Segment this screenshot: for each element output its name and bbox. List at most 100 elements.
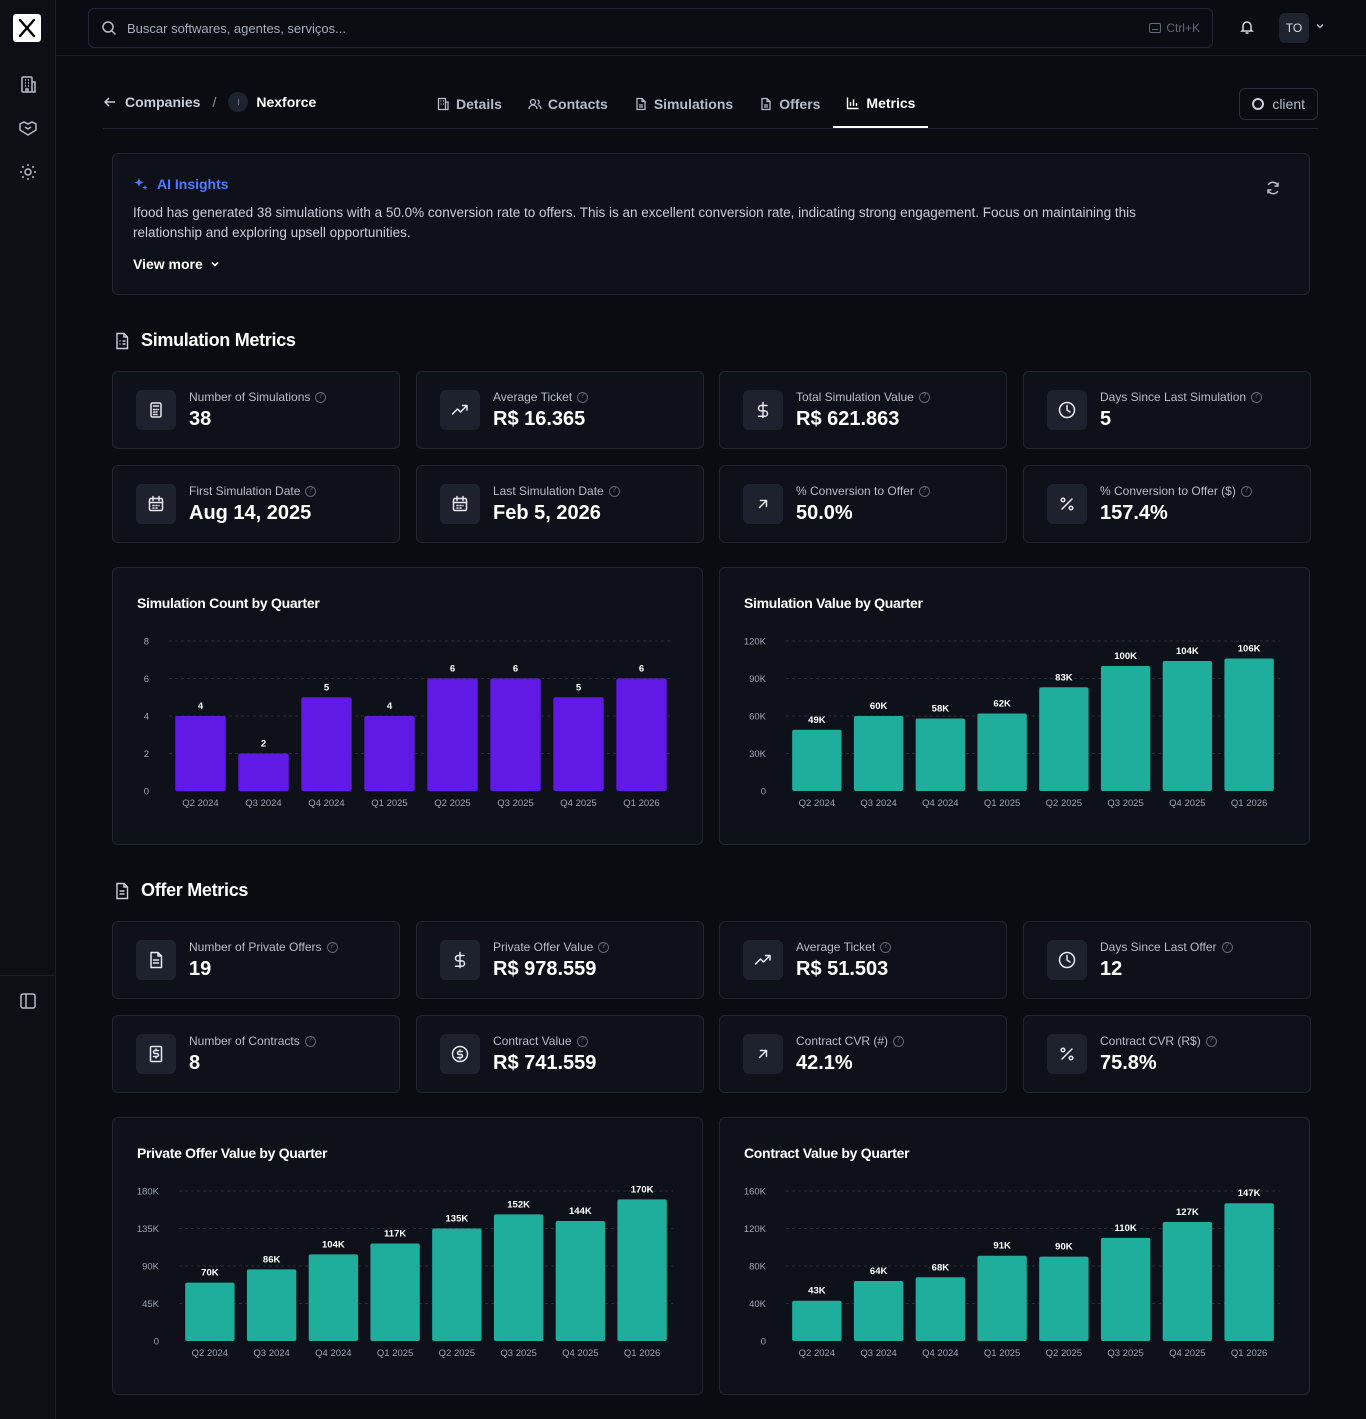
help-icon[interactable]	[305, 485, 317, 497]
tab-details[interactable]: Details	[423, 80, 515, 128]
chart-title: Contract Value by Quarter	[744, 1145, 910, 1161]
chart-bar[interactable]	[1039, 1256, 1089, 1341]
client-status-button[interactable]: client	[1239, 88, 1318, 120]
chart-bar[interactable]	[915, 1277, 966, 1341]
tab-offers[interactable]: Offers	[746, 80, 833, 128]
x-tick-label: Q4 2025	[1169, 798, 1205, 809]
arrow-up-right-icon	[743, 1034, 783, 1074]
chart-bar[interactable]	[792, 729, 842, 791]
chart-bar[interactable]	[493, 1214, 544, 1341]
help-icon[interactable]	[893, 1035, 905, 1047]
metric-card: % Conversion to Offer ($) 157.4%	[1023, 465, 1311, 543]
help-icon[interactable]	[598, 941, 610, 953]
user-avatar[interactable]: TO	[1279, 13, 1309, 43]
building-icon[interactable]	[17, 73, 39, 95]
panel-toggle-icon[interactable]	[17, 990, 39, 1012]
chart-bar[interactable]	[977, 713, 1027, 792]
bar-chart: 0 45K 90K 135K 180K 70K Q2 2024 86K Q3 2024 104K Q…	[137, 1184, 673, 1359]
bar-data-label: 5	[324, 682, 330, 693]
chart-bar[interactable]	[301, 697, 352, 791]
y-tick-label: 45K	[142, 1299, 160, 1310]
metric-label-row: % Conversion to Offer ($)	[1100, 484, 1252, 498]
chart-bar[interactable]	[490, 678, 541, 792]
help-icon[interactable]	[918, 485, 930, 497]
chart-bar[interactable]	[977, 1255, 1027, 1341]
help-icon[interactable]	[576, 1035, 588, 1047]
chart-bar[interactable]	[246, 1269, 297, 1341]
chart-bar[interactable]	[427, 678, 478, 792]
help-icon[interactable]	[608, 485, 620, 497]
view-more-label: View more	[133, 256, 203, 272]
tab-contacts[interactable]: Contacts	[515, 80, 621, 128]
view-more-button[interactable]: View more	[133, 256, 221, 272]
chart-bar[interactable]	[1224, 658, 1274, 792]
x-tick-label: Q1 2025	[984, 798, 1020, 809]
chart-bar[interactable]	[1100, 1237, 1151, 1341]
chart-bar[interactable]	[1100, 666, 1151, 791]
search-placeholder: Buscar softwares, agentes, serviços...	[127, 20, 346, 36]
chart-bar[interactable]	[364, 716, 415, 791]
offer-metrics-title: Offer Metrics	[113, 880, 248, 901]
chart-bar[interactable]	[238, 753, 289, 792]
notification-bell-icon[interactable]	[1236, 16, 1258, 38]
chart-bar[interactable]	[553, 697, 604, 791]
chart-bar[interactable]	[617, 1199, 667, 1341]
chart-bar[interactable]	[555, 1221, 606, 1341]
chart-bar[interactable]	[308, 1254, 359, 1341]
help-icon[interactable]	[577, 391, 589, 403]
bar-data-label: 43K	[808, 1286, 826, 1297]
calendar-icon	[136, 484, 176, 524]
app-logo[interactable]	[13, 14, 41, 42]
gear-icon[interactable]	[17, 161, 39, 183]
handshake-icon[interactable]	[17, 117, 39, 139]
chart-bar[interactable]	[1039, 687, 1089, 791]
chart-bar[interactable]	[175, 716, 226, 791]
help-icon[interactable]	[1251, 391, 1263, 403]
tab-metrics[interactable]: Metrics	[833, 80, 929, 128]
y-tick-label: 90K	[749, 674, 767, 685]
y-tick-label: 180K	[137, 1187, 160, 1198]
chart-bar[interactable]	[185, 1282, 235, 1341]
bar-data-label: 117K	[384, 1229, 406, 1240]
help-icon[interactable]	[315, 391, 327, 403]
search-shortcut: Ctrl+K	[1149, 21, 1200, 35]
dollar-icon	[440, 940, 480, 980]
sidebar	[0, 0, 56, 1419]
chart-bar[interactable]	[432, 1228, 482, 1342]
chart-bar[interactable]	[915, 718, 966, 792]
arrow-left-icon[interactable]	[103, 95, 117, 109]
calendar-icon	[440, 484, 480, 524]
help-icon[interactable]	[1221, 941, 1233, 953]
breadcrumb-companies[interactable]: Companies	[125, 94, 201, 110]
search-icon	[102, 21, 117, 36]
chart-bar[interactable]	[792, 1300, 842, 1341]
chart-title: Private Offer Value by Quarter	[137, 1145, 328, 1161]
metric-label-row: Number of Private Offers	[189, 940, 338, 954]
metric-value: 5	[1100, 408, 1112, 430]
help-icon[interactable]	[1205, 1035, 1217, 1047]
refresh-icon[interactable]	[1265, 180, 1281, 196]
help-icon[interactable]	[326, 941, 338, 953]
help-icon[interactable]	[918, 391, 930, 403]
help-icon[interactable]	[304, 1035, 316, 1047]
x-tick-label: Q2 2024	[182, 798, 218, 809]
x-logo-icon	[18, 18, 36, 38]
help-icon[interactable]	[1240, 485, 1252, 497]
chart-bar[interactable]	[370, 1243, 420, 1342]
y-tick-label: 0	[761, 787, 766, 798]
help-icon[interactable]	[880, 941, 892, 953]
bar-data-label: 83K	[1055, 672, 1073, 683]
chevron-down-icon[interactable]	[1314, 20, 1326, 32]
x-tick-label: Q3 2024	[253, 1348, 289, 1359]
chart-bar[interactable]	[853, 716, 904, 791]
chart-bar[interactable]	[1162, 1221, 1213, 1341]
search-input[interactable]: Buscar softwares, agentes, serviços... C…	[88, 8, 1213, 48]
tab-simulations[interactable]: Simulations	[621, 80, 746, 128]
chart-bar[interactable]	[853, 1281, 904, 1341]
chart-bar[interactable]	[616, 678, 667, 792]
bar-data-label: 68K	[932, 1262, 950, 1273]
chart-bar[interactable]	[1162, 661, 1213, 791]
y-tick-label: 90K	[142, 1262, 160, 1273]
metric-value: 19	[189, 958, 212, 980]
chart-bar[interactable]	[1224, 1203, 1274, 1341]
